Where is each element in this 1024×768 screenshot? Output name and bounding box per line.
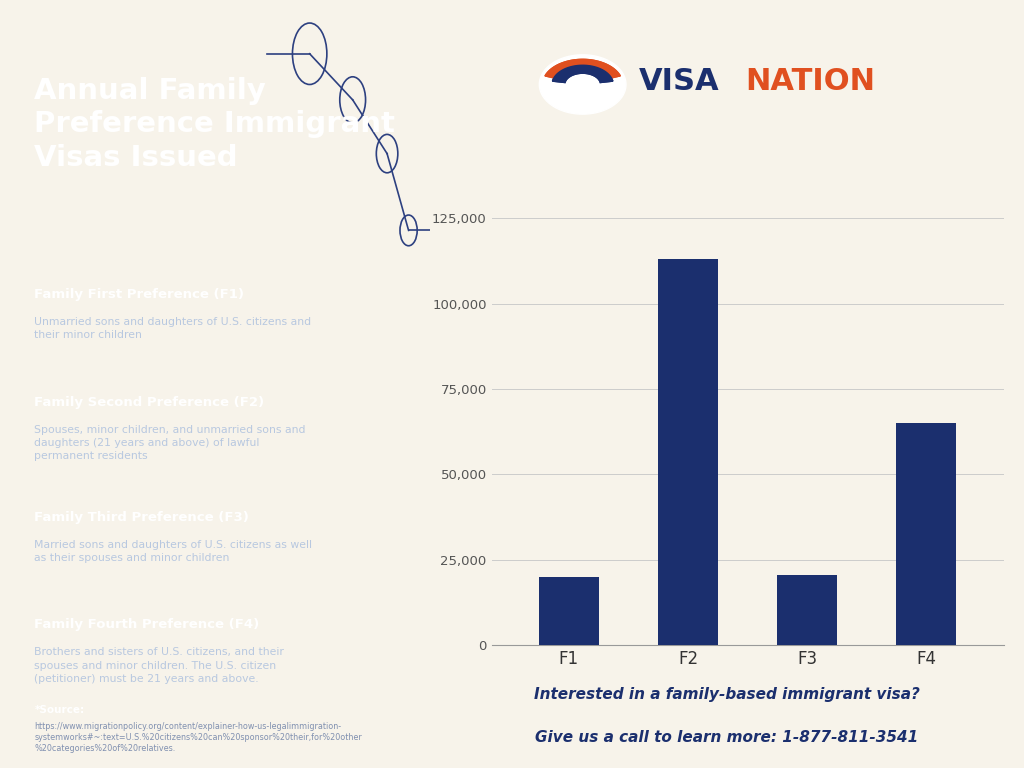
Text: NATION: NATION — [745, 68, 876, 96]
Text: *Source:: *Source: — [35, 705, 85, 715]
Text: Annual Family
Preference Immigrant
Visas Issued: Annual Family Preference Immigrant Visas… — [35, 77, 395, 172]
Bar — [777, 575, 837, 645]
Text: Family Second Preference (F2): Family Second Preference (F2) — [35, 396, 264, 409]
Text: Unmarried sons and daughters of U.S. citizens and
their minor children: Unmarried sons and daughters of U.S. cit… — [35, 317, 311, 340]
Bar — [896, 423, 955, 645]
Text: Married sons and daughters of U.S. citizens as well
as their spouses and minor c: Married sons and daughters of U.S. citiz… — [35, 540, 312, 563]
Text: Family Third Preference (F3): Family Third Preference (F3) — [35, 511, 249, 524]
Bar — [658, 260, 718, 645]
Text: Give us a call to learn more: 1-877-811-3541: Give us a call to learn more: 1-877-811-… — [536, 730, 919, 746]
Polygon shape — [553, 65, 612, 82]
Text: Family First Preference (F1): Family First Preference (F1) — [35, 288, 245, 301]
Text: VISA: VISA — [639, 68, 720, 96]
Bar — [540, 577, 599, 645]
Polygon shape — [545, 59, 621, 78]
Text: Brothers and sisters of U.S. citizens, and their
spouses and minor children. The: Brothers and sisters of U.S. citizens, a… — [35, 647, 285, 684]
Text: https://www.migrationpolicy.org/content/explainer-how-us-legalimmigration-
syste: https://www.migrationpolicy.org/content/… — [35, 722, 362, 753]
Polygon shape — [553, 65, 612, 82]
Text: Spouses, minor children, and unmarried sons and
daughters (21 years and above) o: Spouses, minor children, and unmarried s… — [35, 425, 306, 461]
Text: Interested in a family-based immigrant visa?: Interested in a family-based immigrant v… — [535, 687, 920, 703]
Polygon shape — [540, 55, 626, 114]
Text: Family Fourth Preference (F4): Family Fourth Preference (F4) — [35, 618, 260, 631]
Polygon shape — [545, 59, 621, 78]
